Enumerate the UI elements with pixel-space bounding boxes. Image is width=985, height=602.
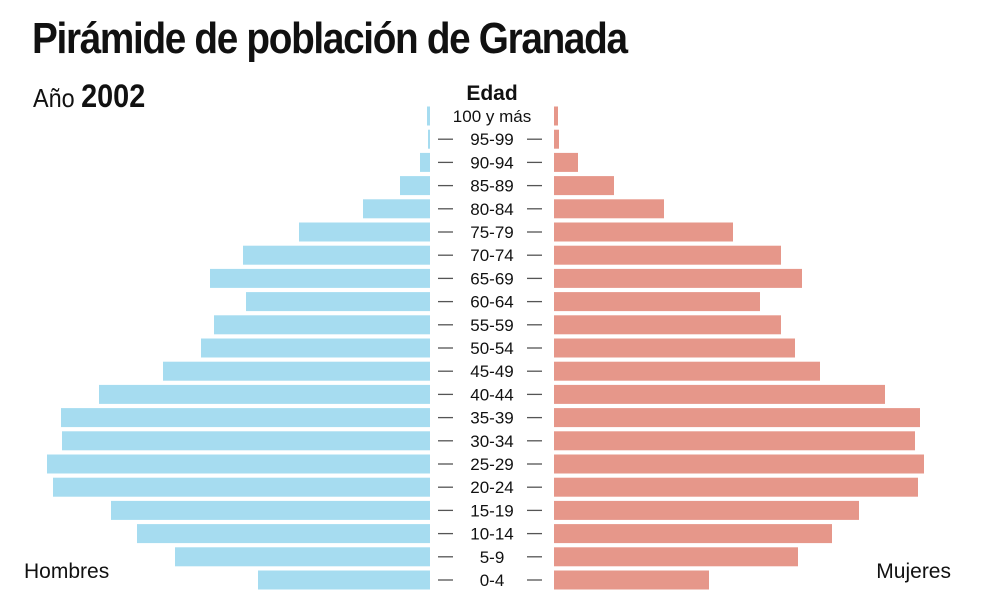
age-label: 65-69: [470, 269, 513, 288]
age-label: 50-54: [470, 339, 513, 358]
chart-subtitle: Año 2002: [33, 78, 145, 115]
bar-hombres-10-14: [137, 524, 430, 544]
bar-hombres-80-84: [363, 199, 430, 219]
bar-hombres-75-79: [299, 222, 430, 242]
age-label: 80-84: [470, 200, 513, 219]
bar-mujeres-50-54: [554, 338, 795, 358]
bar-hombres-0-4: [258, 570, 430, 590]
age-label: 70-74: [470, 246, 513, 265]
bar-mujeres-0-4: [554, 570, 709, 590]
age-label: 40-44: [470, 385, 513, 404]
bar-hombres-85-89: [400, 176, 430, 196]
bar-hombres-50-54: [201, 338, 430, 358]
legend-mujeres: Mujeres: [876, 560, 951, 583]
bar-hombres-55-59: [214, 315, 430, 335]
bar-mujeres-55-59: [554, 315, 781, 335]
bar-hombres-20-24: [53, 477, 430, 497]
age-label: 85-89: [470, 177, 513, 196]
age-label: 0-4: [480, 571, 505, 590]
axis-label-edad: Edad: [466, 82, 518, 105]
age-label: 95-99: [470, 130, 513, 149]
age-label: 30-34: [470, 432, 513, 451]
age-label: 55-59: [470, 316, 513, 335]
age-label: 45-49: [470, 362, 513, 381]
bar-hombres-30-34: [62, 431, 430, 451]
bar-mujeres-70-74: [554, 245, 781, 265]
bar-mujeres-85-89: [554, 176, 614, 196]
age-label: 35-39: [470, 409, 513, 428]
bar-hombres-100 y más: [427, 106, 430, 126]
age-label: 25-29: [470, 455, 513, 474]
bar-hombres-25-29: [47, 454, 430, 474]
bar-hombres-70-74: [243, 245, 430, 265]
bar-mujeres-10-14: [554, 524, 832, 544]
bar-hombres-5-9: [175, 547, 430, 567]
subtitle-prefix: Año: [33, 83, 75, 113]
bar-mujeres-35-39: [554, 408, 920, 428]
age-label: 5-9: [480, 548, 505, 567]
bar-mujeres-90-94: [554, 152, 578, 172]
bar-mujeres-25-29: [554, 454, 924, 474]
age-label: 10-14: [470, 525, 513, 544]
chart-title: Pirámide de población de Granada: [32, 14, 628, 63]
bar-mujeres-30-34: [554, 431, 915, 451]
bar-mujeres-15-19: [554, 500, 859, 520]
age-label: 60-64: [470, 293, 513, 312]
bar-hombres-35-39: [61, 408, 430, 428]
subtitle-year: 2002: [81, 78, 146, 114]
age-label: 20-24: [470, 478, 513, 497]
bar-mujeres-95-99: [554, 129, 559, 149]
bar-mujeres-75-79: [554, 222, 733, 242]
age-label: 75-79: [470, 223, 513, 242]
bar-mujeres-80-84: [554, 199, 664, 219]
bar-mujeres-45-49: [554, 361, 820, 381]
age-label: 15-19: [470, 501, 513, 520]
bar-mujeres-65-69: [554, 268, 802, 288]
bar-mujeres-20-24: [554, 477, 918, 497]
age-label: 100 y más: [453, 107, 531, 126]
bar-mujeres-60-64: [554, 292, 760, 312]
bar-hombres-60-64: [246, 292, 430, 312]
bar-hombres-15-19: [111, 500, 430, 520]
bar-hombres-45-49: [163, 361, 430, 381]
bar-hombres-40-44: [99, 384, 430, 404]
bar-mujeres-5-9: [554, 547, 798, 567]
age-label: 90-94: [470, 153, 513, 172]
legend-hombres: Hombres: [24, 560, 110, 583]
bar-mujeres-40-44: [554, 384, 885, 404]
bar-hombres-65-69: [210, 268, 430, 288]
bar-hombres-95-99: [428, 129, 430, 149]
bar-mujeres-100 y más: [554, 106, 558, 126]
bar-hombres-90-94: [420, 152, 430, 172]
